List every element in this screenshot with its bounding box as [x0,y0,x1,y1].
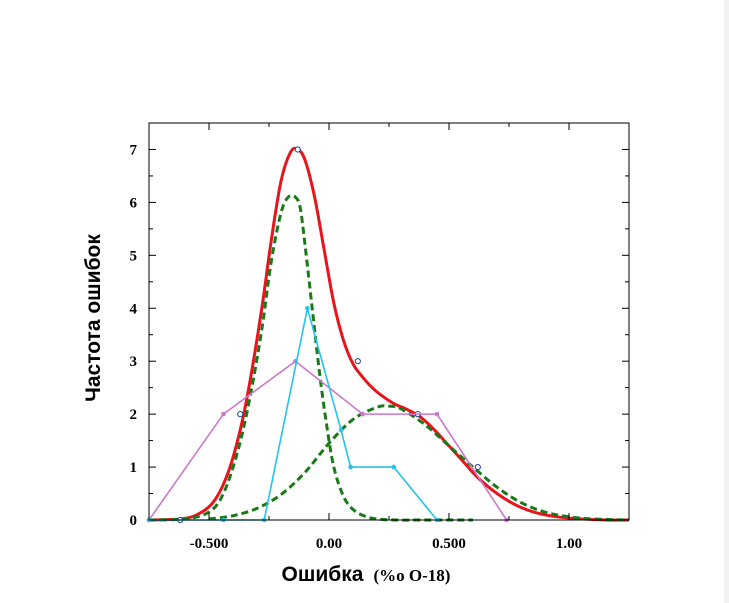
x-tick-label-2: 0.500 [432,536,466,552]
y-tick-label-7: 7 [130,142,138,158]
observed-points-point-2 [294,146,301,153]
cyan-histogram-point-5 [348,464,353,470]
y-tick-label-4: 4 [130,301,138,317]
magenta-histogram-point-3 [360,411,365,417]
window-edge [724,0,729,603]
x-axis-label-unit: (%o O-18) [373,566,450,585]
observed-points-point-3 [354,358,361,365]
y-tick-label-0: 0 [130,513,138,529]
observed-points-point-1 [237,411,244,418]
y-axis-label: Частота ошибок [82,234,105,402]
y-tick-label-3: 3 [130,354,138,370]
cyan-histogram-point-6 [391,464,397,470]
observed-points-point-5 [474,463,481,471]
magenta-histogram-point-4 [434,411,440,417]
magenta-histogram-point-1 [221,411,226,417]
y-tick-label-1: 1 [130,460,138,476]
x-axis-label: Ошибка (%o O-18) [282,563,451,586]
cyan-histogram-point-3 [305,305,310,311]
series-broad-component [208,404,630,522]
y-tick-label-2: 2 [130,407,138,423]
y-tick-label-6: 6 [130,195,138,211]
axes-layer: 0 1 2 3 4 5 6 7 -0.500 0.00 0.500 1.00 [130,122,630,552]
x-tick-label-3: 1.00 [556,536,582,552]
x-axis-label-main: Ошибка [282,563,364,586]
x-tick-label-0: -0.500 [190,536,229,552]
x-tick-label-1: 0.00 [316,536,342,552]
cyan-histogram-point-4 [338,427,344,433]
series-layer [146,146,630,524]
series-narrow-component [148,193,473,522]
y-tick-label-5: 5 [130,248,138,264]
